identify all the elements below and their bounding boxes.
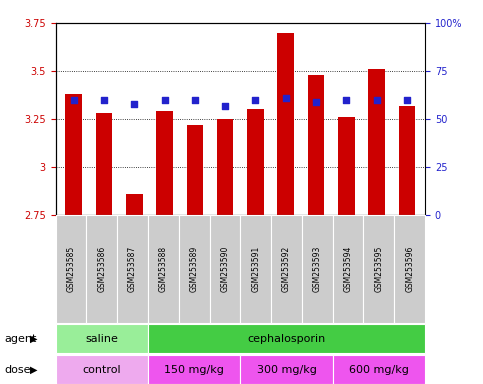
Bar <box>398 106 415 215</box>
Bar <box>308 75 325 215</box>
Text: dose: dose <box>5 364 31 375</box>
Point <box>312 99 320 105</box>
Bar <box>96 113 113 215</box>
Text: GSM253590: GSM253590 <box>220 246 229 292</box>
Bar <box>186 125 203 215</box>
Text: GSM253594: GSM253594 <box>343 246 353 292</box>
Point <box>191 97 199 103</box>
Point <box>100 97 108 103</box>
Text: GSM253588: GSM253588 <box>159 246 168 292</box>
Bar <box>368 69 385 215</box>
Bar <box>247 109 264 215</box>
Bar <box>217 119 233 215</box>
Point <box>130 101 138 107</box>
Text: GSM253589: GSM253589 <box>190 246 199 292</box>
Point <box>161 97 169 103</box>
Text: control: control <box>83 364 121 375</box>
Text: saline: saline <box>85 334 118 344</box>
Text: GSM253586: GSM253586 <box>97 246 106 292</box>
Text: GSM253585: GSM253585 <box>67 246 75 292</box>
Point <box>282 95 290 101</box>
Text: GSM253596: GSM253596 <box>405 246 414 292</box>
Text: GSM253593: GSM253593 <box>313 246 322 292</box>
Text: ▶: ▶ <box>30 334 38 344</box>
Text: cephalosporin: cephalosporin <box>247 334 326 344</box>
Point <box>342 97 350 103</box>
Text: agent: agent <box>5 334 37 344</box>
Point <box>373 97 381 103</box>
Text: ▶: ▶ <box>30 364 38 375</box>
Point <box>403 97 411 103</box>
Text: 150 mg/kg: 150 mg/kg <box>164 364 224 375</box>
Bar <box>65 94 82 215</box>
Text: 300 mg/kg: 300 mg/kg <box>256 364 316 375</box>
Text: GSM253595: GSM253595 <box>374 246 384 292</box>
Bar <box>156 111 173 215</box>
Text: GSM253587: GSM253587 <box>128 246 137 292</box>
Text: 600 mg/kg: 600 mg/kg <box>349 364 409 375</box>
Point <box>221 103 229 109</box>
Point <box>252 97 259 103</box>
Text: GSM253592: GSM253592 <box>282 246 291 292</box>
Text: GSM253591: GSM253591 <box>251 246 260 292</box>
Point <box>70 97 78 103</box>
Bar <box>126 194 142 215</box>
Bar <box>277 33 294 215</box>
Bar <box>338 117 355 215</box>
